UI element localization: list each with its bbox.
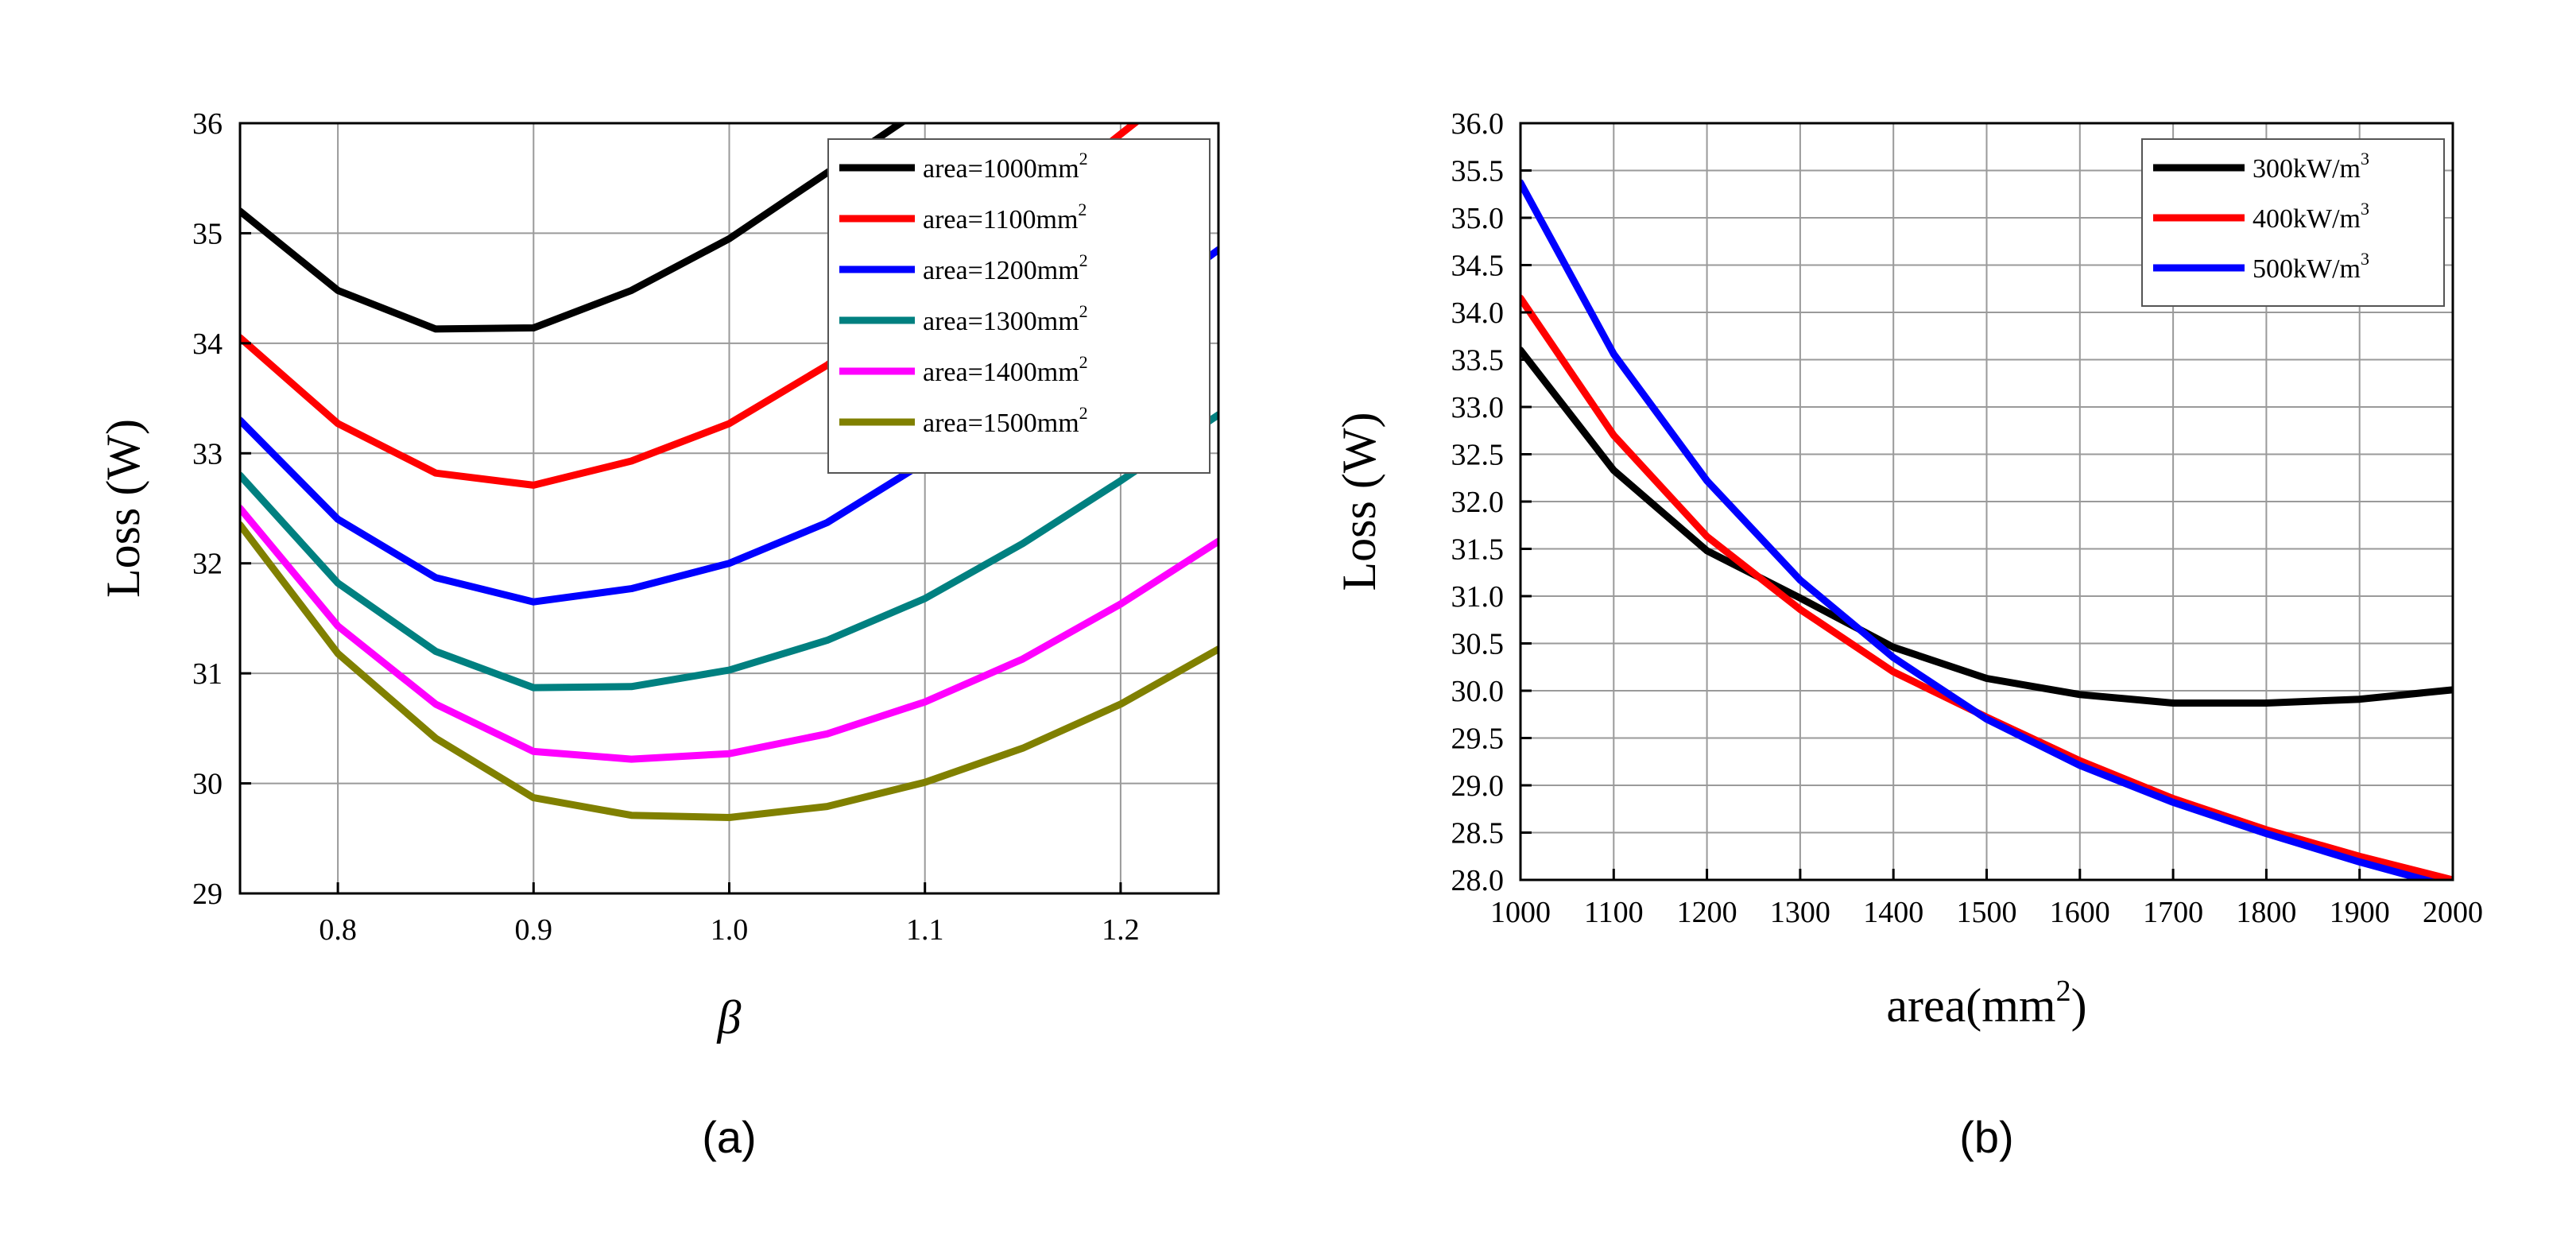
series-line: [1520, 179, 2439, 880]
series-line: [1520, 347, 2453, 707]
x-tick-label: 1.0: [711, 913, 749, 947]
y-tick-label: 35.5: [1451, 155, 1505, 188]
legend: 300kW/m3 400kW/m3 500kW/m3: [2141, 138, 2445, 307]
y-axis-title: Loss (W): [1333, 413, 1385, 591]
x-tick-label: 1.2: [1102, 913, 1140, 947]
legend-label: 300kW/m3: [2253, 149, 2369, 184]
series-line: [240, 123, 907, 333]
y-tick-label: 29.0: [1451, 769, 1505, 803]
series-line: [240, 505, 1218, 763]
y-tick-label: 35: [192, 217, 223, 250]
legend-label: area=1100mm2: [923, 200, 1087, 234]
y-tick-label: 31.5: [1451, 533, 1505, 567]
y-tick-label: 33: [192, 437, 223, 471]
x-tick-label: 1300: [1770, 896, 1830, 929]
y-tick-label: 32.5: [1451, 439, 1505, 472]
x-tick-label: 1200: [1677, 896, 1737, 929]
y-tick-label: 36: [192, 107, 223, 141]
x-tick-label: 1900: [2330, 896, 2390, 929]
x-tick-label: 1800: [2236, 896, 2296, 929]
y-tick-label: 32: [192, 548, 223, 581]
y-tick-label: 34: [192, 327, 223, 361]
y-tick-label: 35.0: [1451, 202, 1505, 235]
y-tick-label: 34.0: [1451, 296, 1505, 330]
y-tick-label: 36.0: [1451, 107, 1505, 141]
x-tick-label: 1.1: [906, 913, 944, 947]
legend-label: area=1000mm2: [923, 149, 1088, 184]
y-tick-label: 31: [192, 657, 223, 691]
y-tick-label: 34.5: [1451, 250, 1505, 283]
x-tick-label: 0.8: [319, 913, 357, 947]
series-line: [240, 521, 1218, 821]
legend-box: [827, 138, 1211, 474]
y-tick-label: 30.5: [1451, 628, 1505, 661]
y-tick-label: 30.0: [1451, 675, 1505, 708]
x-axis-title: area(mm2): [1886, 974, 2086, 1032]
panel-label: (b): [1959, 1112, 2013, 1162]
legend-label: 500kW/m3: [2253, 249, 2369, 284]
x-tick-label: 1600: [2050, 896, 2110, 929]
legend: area=1000mm2 area=1100mm2 area=1200mm2 area…: [827, 138, 1211, 474]
x-tick-label: 1700: [2143, 896, 2203, 929]
y-tick-label: 33.5: [1451, 344, 1505, 378]
y-tick-label: 29: [192, 878, 223, 911]
x-tick-label: 0.9: [515, 913, 553, 947]
x-tick-label: 1100: [1584, 896, 1644, 929]
legend-label: area=1200mm2: [923, 250, 1088, 285]
x-axis-title: β: [717, 991, 742, 1044]
legend-label: 400kW/m3: [2253, 199, 2369, 234]
chart-panel-b: 1000 1100 1200 1300 1400 1500 1600 1700 1800 1900…: [1333, 107, 2483, 1162]
y-tick-label: 30: [192, 768, 223, 801]
y-tick-label: 28.5: [1451, 817, 1505, 850]
legend-label: area=1500mm2: [923, 403, 1088, 438]
x-tick-label: 1400: [1863, 896, 1923, 929]
legend-label: area=1400mm2: [923, 352, 1088, 387]
y-axis-title: Loss (W): [97, 419, 149, 598]
y-tick-label: 31.0: [1451, 580, 1505, 614]
series-line: [240, 411, 1218, 692]
y-tick-label: 29.5: [1451, 723, 1505, 756]
x-tick-label: 1500: [1957, 896, 2017, 929]
legend-label: area=1300mm2: [923, 301, 1088, 336]
x-tick-label: 2000: [2423, 896, 2483, 929]
y-tick-label: 28.0: [1451, 864, 1505, 897]
y-tick-label: 33.0: [1451, 391, 1505, 424]
chart-panel-a: 0.8 0.9 1.0 1.1 1.2 29 30 31 32 33 34 35 36 β Loss (W)…: [97, 107, 1220, 1162]
panel-label: (a): [702, 1112, 756, 1162]
series-group: [1520, 179, 2453, 880]
y-tick-label: 32.0: [1451, 486, 1505, 519]
x-tick-label: 1000: [1490, 896, 1551, 929]
